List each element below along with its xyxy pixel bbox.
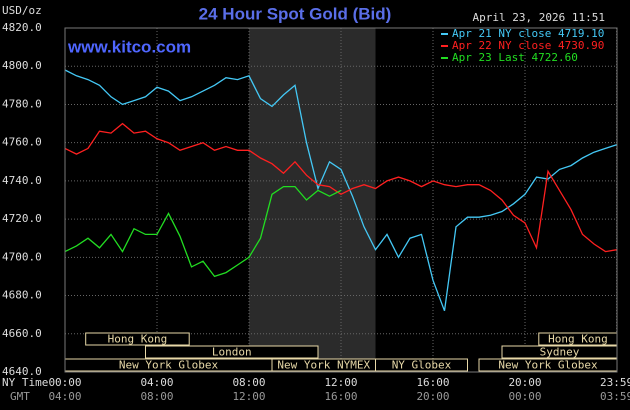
x-tick-label: 20:00 xyxy=(508,376,541,389)
price-line xyxy=(64,69,618,312)
x-tick-label: 12:00 xyxy=(324,376,357,389)
session-bar xyxy=(375,358,468,372)
x-tick-label: 00:00 xyxy=(48,376,81,389)
legend-label: Apr 21 NY close 4719.10 xyxy=(452,27,604,40)
watermark: www.kitco.com xyxy=(67,37,191,56)
x2-tick-label: 03:59 xyxy=(600,390,630,403)
y-axis-unit: USD/oz xyxy=(2,4,42,17)
x2-tick-label: 04:00 xyxy=(48,390,81,403)
chart-title: 24 Hour Spot Gold (Bid) xyxy=(199,4,392,23)
session-label: New York NYMEX xyxy=(277,359,370,372)
timestamp: April 23, 2026 11:51 xyxy=(473,11,605,24)
x2-tick-label: 00:00 xyxy=(508,390,541,403)
legend-label: Apr 22 NY close 4730.90 xyxy=(452,39,604,52)
y-tick-label: 4820.0 xyxy=(2,21,42,34)
x2-tick-label: 20:00 xyxy=(416,390,449,403)
shaded-region xyxy=(249,28,376,372)
x-tick-label: 08:00 xyxy=(232,376,265,389)
session-label: New York Globex xyxy=(119,359,219,372)
session-label: Hong Kong xyxy=(548,333,608,346)
x2-axis-label: GMT xyxy=(10,390,30,403)
session-label: Hong Kong xyxy=(108,333,168,346)
y-tick-label: 4640.0 xyxy=(2,365,42,378)
price-line xyxy=(64,185,342,278)
y-tick-label: 4720.0 xyxy=(2,212,42,225)
session-label: Sydney xyxy=(540,346,580,359)
y-tick-label: 4740.0 xyxy=(2,174,42,187)
y-tick-label: 4680.0 xyxy=(2,289,42,302)
session-bar xyxy=(145,345,319,359)
x-tick-label: 04:00 xyxy=(140,376,173,389)
legend-label: Apr 23 Last 4722.60 xyxy=(452,51,578,64)
y-tick-label: 4660.0 xyxy=(2,327,42,340)
x-tick-label: 23:59 xyxy=(600,376,630,389)
x2-tick-label: 16:00 xyxy=(324,390,357,403)
y-tick-label: 4800.0 xyxy=(2,59,42,72)
x2-tick-label: 08:00 xyxy=(140,390,173,403)
x-tick-label: 16:00 xyxy=(416,376,449,389)
session-label: NY Globex xyxy=(392,359,452,372)
y-tick-label: 4760.0 xyxy=(2,136,42,149)
x2-tick-label: 12:00 xyxy=(232,390,265,403)
y-tick-label: 4780.0 xyxy=(2,97,42,110)
price-line xyxy=(64,122,618,253)
session-bar xyxy=(85,332,190,346)
y-tick-label: 4700.0 xyxy=(2,250,42,263)
plot-frame xyxy=(64,27,618,373)
session-label: New York Globex xyxy=(498,359,598,372)
session-label: London xyxy=(212,346,252,359)
x-axis-label: NY Time xyxy=(2,376,48,389)
